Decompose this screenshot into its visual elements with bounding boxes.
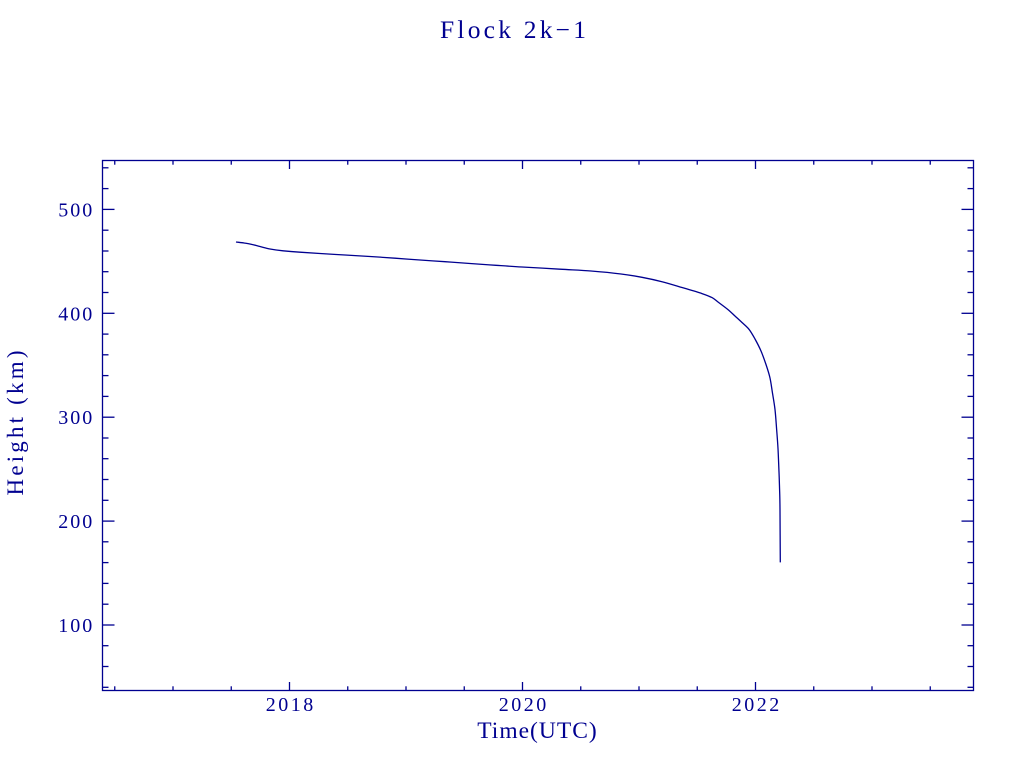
svg-text:2018: 2018 (266, 694, 314, 716)
svg-text:Height (km): Height (km) (3, 351, 28, 496)
svg-text:Flock 2k−1: Flock 2k−1 (440, 15, 586, 44)
svg-text:2022: 2022 (732, 694, 780, 716)
svg-text:2020: 2020 (499, 694, 547, 716)
svg-text:300: 300 (58, 407, 92, 429)
svg-text:500: 500 (58, 199, 92, 221)
svg-text:200: 200 (58, 511, 92, 533)
svg-text:Time(UTC): Time(UTC) (477, 718, 597, 744)
svg-text:100: 100 (58, 615, 92, 637)
svg-text:400: 400 (58, 303, 92, 325)
